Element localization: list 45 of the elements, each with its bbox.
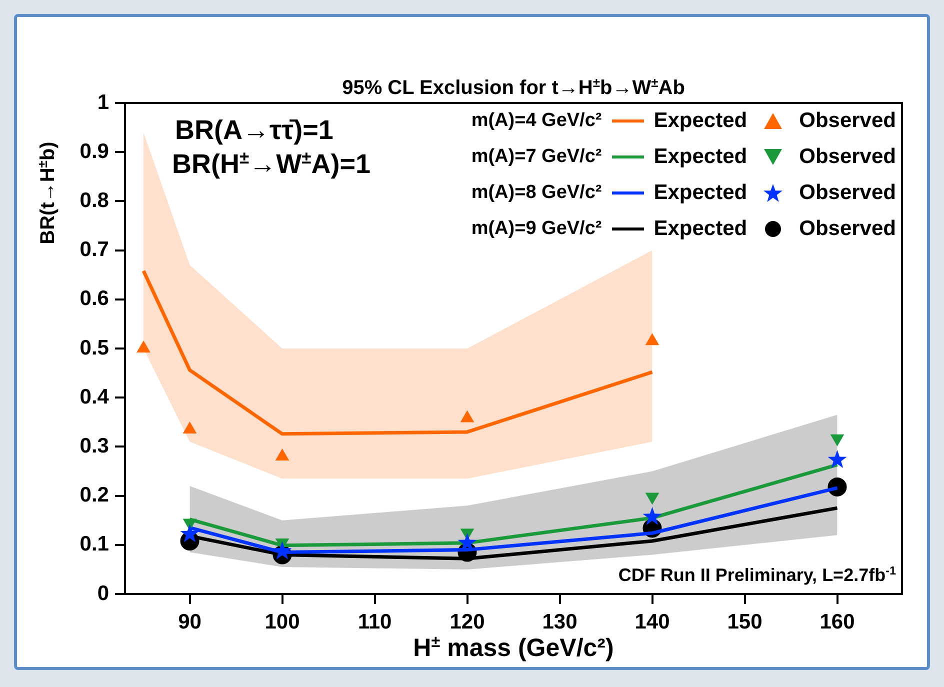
y-tick-label: 0.4 (80, 385, 110, 408)
annotation: m(A)=4 GeV/c² (471, 110, 602, 132)
point (272, 541, 292, 560)
legend-label: Observed (799, 217, 896, 241)
annotation: BR(H$^{±}$→W$^{±}$A)=1 (172, 147, 371, 179)
legend-label: Expected (654, 217, 748, 241)
x-axis-title: H$^{±}$ mass (GeV/c²) (413, 633, 614, 662)
y-tick-label: 0.5 (80, 336, 110, 360)
annotation: BR(A→ττ̄)=1 (175, 115, 334, 145)
annotation: m(A)=8 GeV/c² (471, 182, 602, 204)
y-tick-label: 0 (97, 582, 109, 605)
y-tick-label: 1 (97, 90, 110, 114)
x-tick-label: 120 (450, 610, 485, 634)
point (642, 506, 662, 526)
chart-title: 95% CL Exclusion for t→H$^{±}$b→W$^{±}$Ab (342, 74, 685, 99)
x-tick-label: 100 (264, 610, 300, 634)
legend-label: Expected (654, 109, 748, 133)
legend-label: Observed (799, 145, 896, 169)
y-tick-label: 0.8 (80, 188, 110, 212)
annotation: CDF Run II Preliminary, L=2.7fb$^{-1}$ (618, 564, 896, 585)
point (460, 410, 474, 422)
legend-label: Observed (799, 109, 896, 133)
annotation: m(A)=9 GeV/c² (471, 218, 602, 240)
x-tick-label: 130 (542, 610, 578, 634)
legend-label: Expected (654, 181, 748, 205)
x-tick-label: 150 (727, 610, 762, 634)
legend-label: Expected (654, 145, 748, 169)
point (180, 524, 200, 542)
y-tick-label: 0.7 (80, 238, 109, 262)
y-tick-label: 0.1 (80, 532, 110, 556)
x-tick-label: 160 (820, 610, 855, 634)
y-tick-label: 0.3 (80, 434, 109, 458)
point (183, 422, 196, 434)
point (276, 449, 289, 461)
point (828, 450, 847, 468)
y-tick-label: 0.2 (80, 484, 109, 507)
annotation: m(A)=7 GeV/c² (471, 146, 602, 168)
legend-label: Observed (799, 181, 896, 205)
y-tick-label: 0.9 (80, 140, 109, 163)
x-tick-label: 110 (358, 610, 392, 634)
x-tick-label: 140 (634, 610, 670, 634)
point (136, 341, 150, 352)
x-tick-label: 90 (178, 610, 202, 634)
point (646, 334, 659, 346)
y-tick-label: 0.6 (80, 287, 109, 310)
